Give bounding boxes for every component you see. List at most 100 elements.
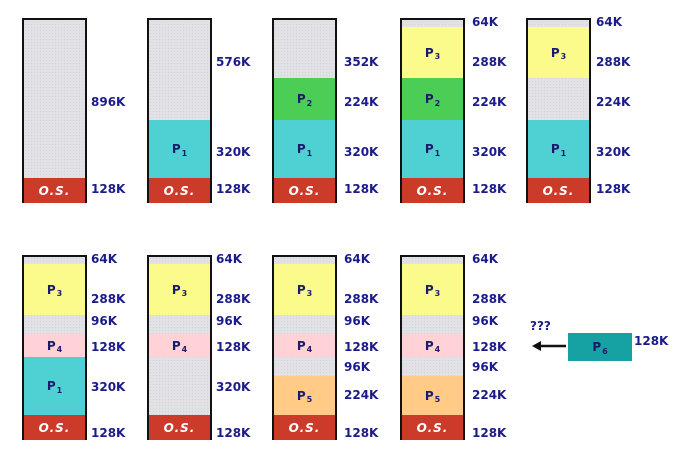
size-label: 288K [216,292,251,306]
process-subscript: 4 [434,345,441,354]
os-block: O.S. [149,178,210,203]
size-label: 64K [91,252,117,266]
size-label: 128K [472,426,507,440]
size-label: 224K [472,95,507,109]
memory-column-4: P 3 P 2 P 1 O.S. [400,18,465,203]
os-block: O.S. [149,415,210,440]
process-name: P [424,338,434,353]
memory-column-7: P 3 P 4 O.S. [147,255,212,440]
process-name: P [424,388,434,403]
process-subscript: 1 [306,148,313,158]
size-label: 288K [472,292,507,306]
process-name: P [296,92,306,106]
size-label: 128K [216,340,251,354]
memory-column-8: P 3 P 4 P 5 O.S. [272,255,337,440]
free-memory-block [149,315,210,334]
os-label: O.S. [163,420,196,435]
process-name: P [296,282,306,297]
memory-column-6: P 3 P 4 P 1 O.S. [22,255,87,440]
process-subscript: 3 [560,52,567,61]
size-label: 896K [91,95,126,109]
process-name: P [550,45,560,60]
process-name: P [171,338,181,353]
size-label: 128K [216,426,251,440]
size-label: 320K [91,380,126,394]
os-label: O.S. [288,183,321,198]
free-memory-block [274,315,335,334]
size-label: 288K [596,55,631,69]
free-memory-block [24,18,85,178]
os-block: O.S. [402,178,463,203]
process-name: P [46,379,56,393]
size-label: 128K [91,340,126,354]
p6-size-label: 128K [634,334,669,348]
process-name: P [46,282,56,297]
process-subscript: 1 [181,148,188,158]
os-label: O.S. [38,183,71,198]
size-label: 64K [344,252,370,266]
size-label: 288K [472,55,507,69]
os-block: O.S. [24,178,85,203]
size-label: 128K [344,182,379,196]
os-block: O.S. [274,415,335,440]
process-subscript: 4 [56,345,63,354]
size-label: 128K [216,182,251,196]
process-name: P [424,92,434,106]
free-memory-block [274,357,335,376]
process-subscript: 3 [181,289,188,298]
process-subscript: 1 [56,385,63,395]
process-subscript: 5 [434,395,441,404]
os-block: O.S. [402,415,463,440]
free-memory-block [274,18,335,78]
size-label: 320K [596,145,631,159]
size-label: 320K [472,145,507,159]
process-subscript: 2 [434,98,441,108]
size-label: 64K [216,252,242,266]
size-label: 96K [91,314,117,328]
size-label: 288K [344,292,379,306]
process-name: P [424,45,434,60]
size-label: 128K [344,340,379,354]
size-label: 320K [216,145,251,159]
os-block: O.S. [528,178,589,203]
free-memory-block [24,255,85,264]
os-label: O.S. [163,183,196,198]
process-subscript: 3 [434,52,441,61]
size-label: 128K [472,340,507,354]
memory-column-5: P 3 P 1 O.S. [526,18,591,203]
process-subscript: 2 [306,98,313,108]
free-memory-block [24,315,85,334]
process-subscript: 4 [306,345,313,354]
size-label: 352K [344,55,379,69]
free-memory-block [402,255,463,264]
process-subscript: 4 [181,345,188,354]
memory-column-3: P 2 P 1 O.S. [272,18,337,203]
free-memory-block [528,18,589,27]
size-label: 96K [472,314,498,328]
process-subscript: 5 [306,395,313,404]
process-name: P [296,388,306,403]
process-name: P [296,142,306,156]
memory-column-9: P 3 P 4 P 5 O.S. [400,255,465,440]
size-label: 128K [344,426,379,440]
p6-subscript: 6 [602,346,608,356]
size-label: 128K [91,426,126,440]
free-memory-block [149,255,210,264]
free-memory-block [149,357,210,415]
arrow-left-icon [532,341,566,351]
free-memory-block [149,18,210,120]
